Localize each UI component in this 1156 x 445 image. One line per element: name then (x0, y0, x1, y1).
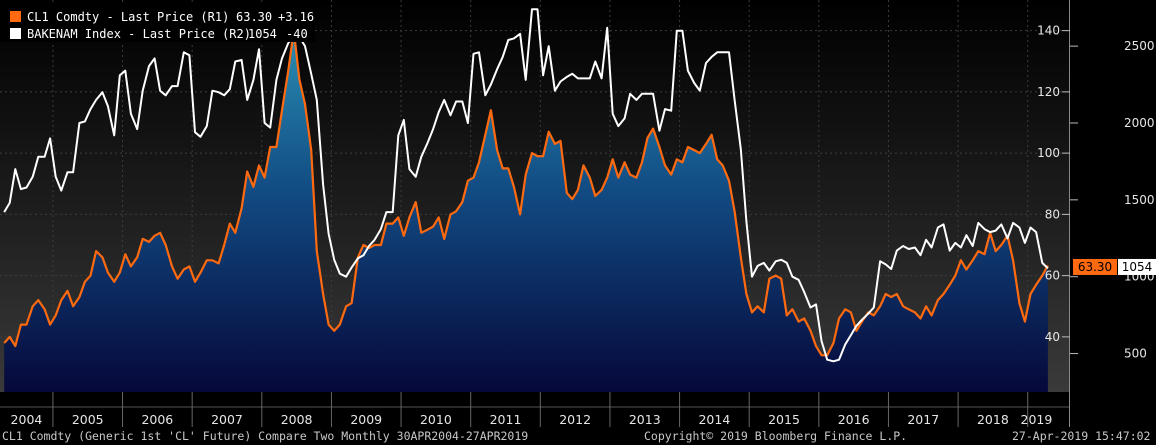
x-tick-label: 2004 (11, 412, 43, 427)
footer-security-info: CL1 Comdty (Generic 1st 'CL' Future) Com… (2, 429, 529, 443)
footer-timestamp: 27-Apr-2019 15:47:02 (1012, 429, 1151, 443)
x-tick-label: 2005 (72, 412, 104, 427)
right-axis-band (1070, 0, 1156, 427)
x-tick-label: 2018 (977, 412, 1009, 427)
footer-copyright: Copyright© 2019 Bloomberg Finance L.P. (644, 429, 908, 443)
value-tags: 63.30 1054 (1073, 258, 1156, 275)
legend-swatch (10, 11, 21, 22)
legend-swatch (10, 28, 21, 39)
bakenam-last-value-tag: 1054 (1118, 258, 1156, 275)
x-tick-label: 2007 (211, 412, 243, 427)
legend-change: +3.16 (278, 10, 314, 24)
left-y-axis: 40 60 80 100 120 140 (1037, 24, 1070, 344)
left-y-tick-label: 40 (1045, 330, 1060, 344)
x-tick-label: 2008 (281, 412, 313, 427)
price-comparison-chart: 2004 2005 2006 2007 2008 2009 2010 2011 2012 2013… (0, 0, 1156, 427)
x-tick-label: 2006 (141, 412, 173, 427)
x-tick-label: 2019 (1021, 412, 1053, 427)
left-y-tick-label: 100 (1037, 146, 1060, 160)
x-axis-band (0, 392, 1070, 427)
left-y-tick-label: 80 (1045, 207, 1060, 221)
legend-background (0, 4, 315, 42)
x-tick-label: 2017 (907, 412, 939, 427)
legend-last-value: 1054 (248, 27, 277, 41)
x-tick-label: 2013 (629, 412, 661, 427)
left-y-tick-label: 140 (1037, 24, 1060, 38)
right-y-tick-label: 2000 (1124, 116, 1155, 130)
x-tick-label: 2016 (838, 412, 870, 427)
left-y-tick-label: 120 (1037, 85, 1060, 99)
legend-entry: BAKENAM Index - Last Price (R2)1054 -40 (10, 27, 308, 41)
x-tick-label: 2011 (490, 412, 522, 427)
x-tick-label: 2010 (420, 412, 452, 427)
x-axis: 2004 2005 2006 2007 2008 2009 2010 2011 2012 2013… (11, 392, 1053, 427)
legend-series-name: BAKENAM Index - Last Price (R2) (27, 27, 251, 41)
x-tick-label: 2012 (559, 412, 591, 427)
x-tick-label: 2009 (350, 412, 382, 427)
legend: CL1 Comdty - Last Price (R1) 63.30 +3.16 BA… (0, 4, 315, 42)
right-y-tick-label: 1500 (1124, 193, 1155, 207)
cl1-last-value-label: 63.30 (1078, 260, 1112, 274)
right-y-tick-label: 500 (1124, 347, 1147, 361)
right-y-tick-label: 2500 (1124, 39, 1155, 53)
legend-change: -40 (286, 27, 308, 41)
legend-entry: CL1 Comdty - Last Price (R1) 63.30 +3.16 (10, 10, 314, 24)
x-tick-label: 2014 (698, 412, 730, 427)
x-tick-label: 2015 (768, 412, 800, 427)
bakenam-last-value-label: 1054 (1122, 260, 1153, 274)
left-y-tick-label: 60 (1045, 269, 1060, 283)
cl1-area-fill (4, 30, 1048, 392)
bakenam-index-line (3, 8, 1049, 363)
footer: CL1 Comdty (Generic 1st 'CL' Future) Com… (0, 427, 1156, 445)
legend-last-value: 63.30 (236, 10, 272, 24)
legend-series-name: CL1 Comdty - Last Price (R1) (27, 10, 229, 24)
cl1-price-line (3, 29, 1049, 357)
cl1-last-value-tag: 63.30 (1073, 258, 1117, 275)
